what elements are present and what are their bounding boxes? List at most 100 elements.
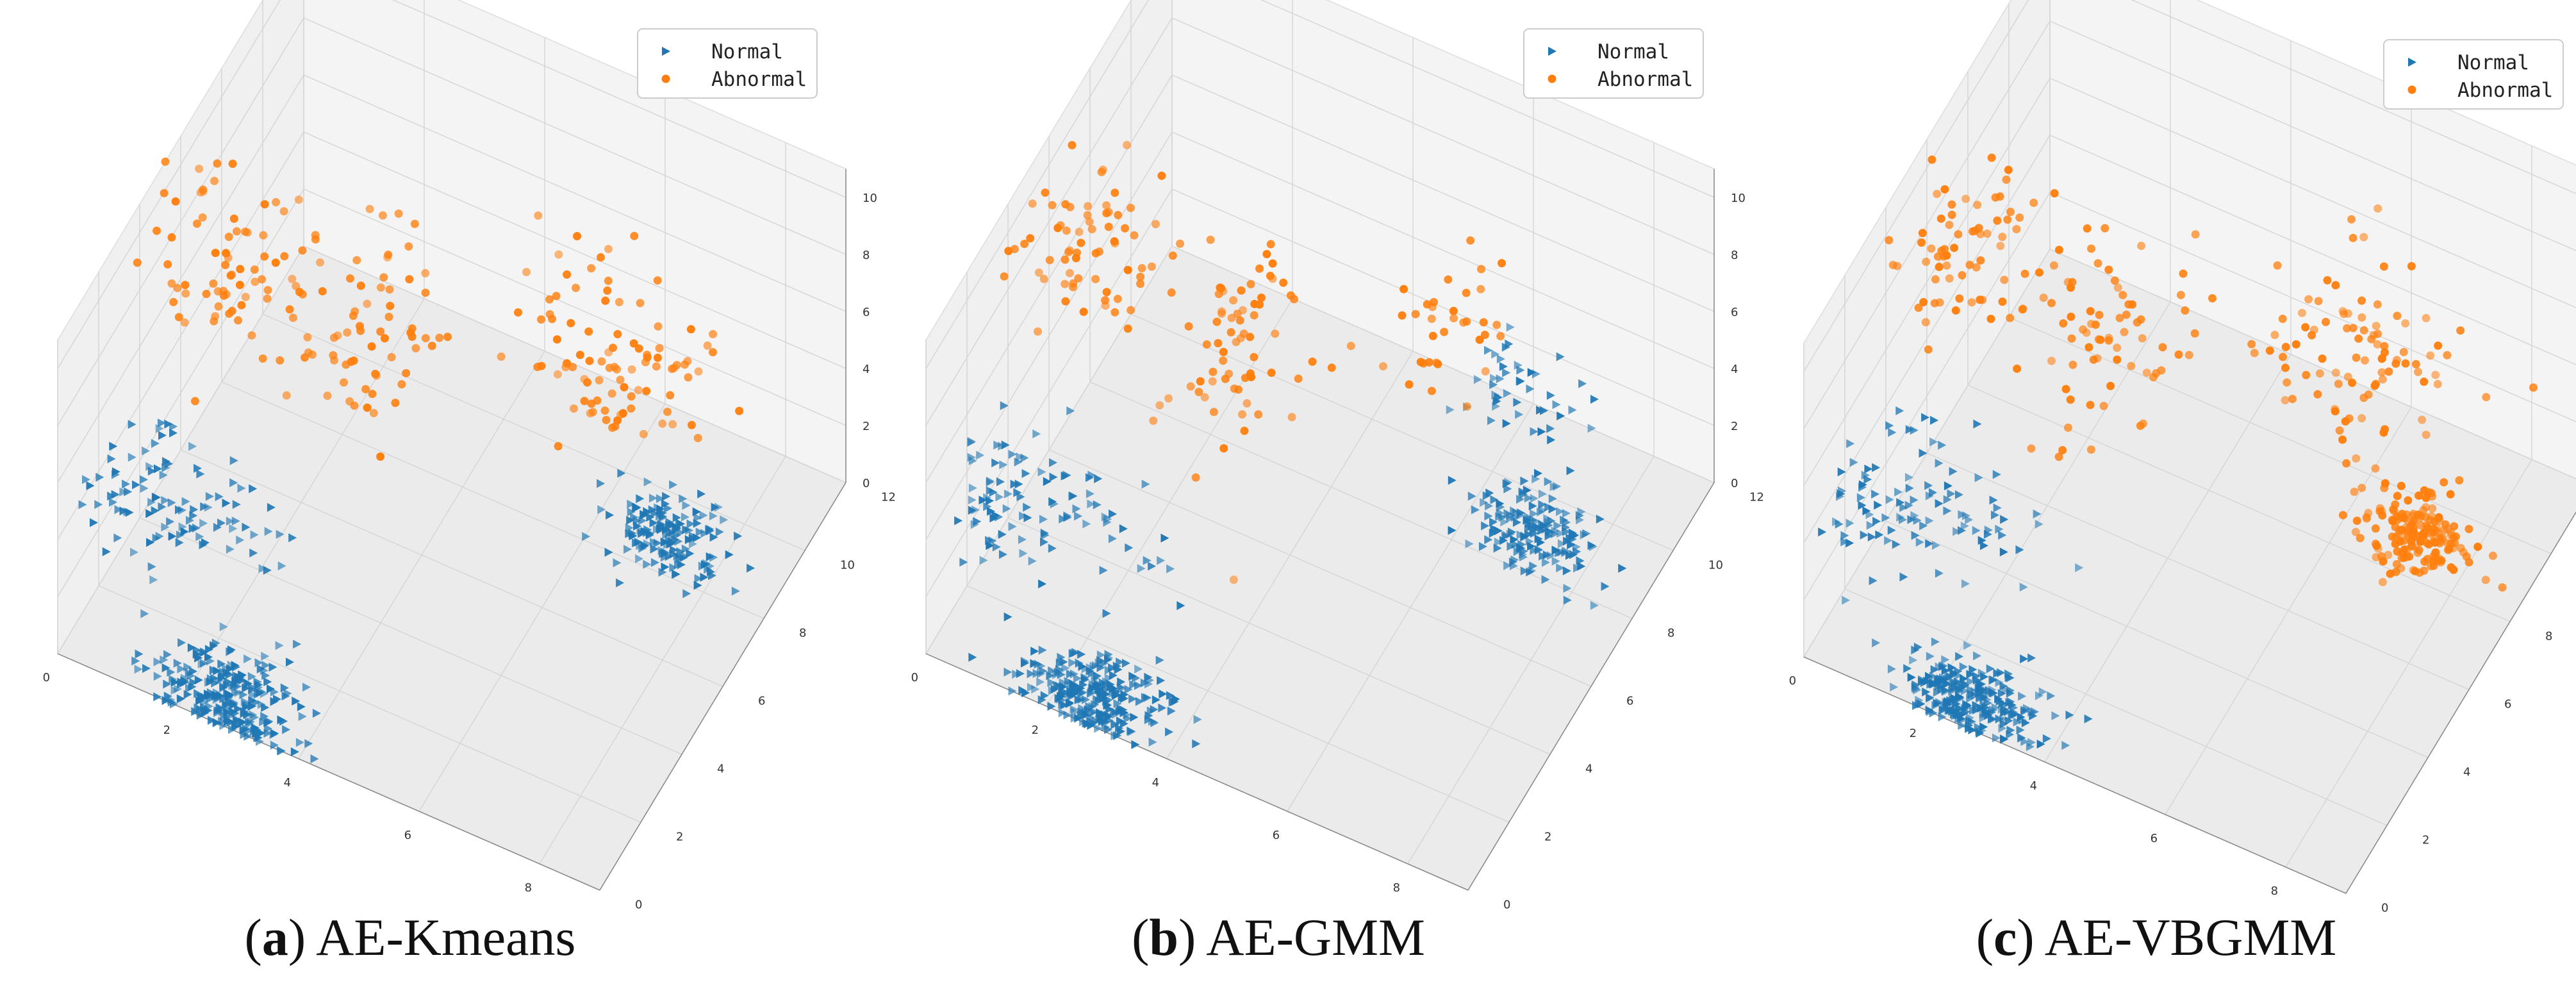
abnormal-point: [2083, 224, 2092, 233]
normal-point: [1919, 449, 1928, 458]
normal-point: [1135, 697, 1144, 706]
normal-point: [1926, 652, 1935, 661]
abnormal-point: [2124, 300, 2133, 309]
z-grid-line: [57, 245, 846, 654]
abnormal-point: [2020, 269, 2029, 278]
z-grid-line: [1803, 249, 2576, 658]
abnormal-point: [427, 342, 436, 351]
z-grid-line: [57, 74, 846, 483]
y-tick-label: 0: [1503, 898, 1510, 912]
abnormal-point: [2404, 496, 2413, 505]
normal-point: [706, 526, 714, 536]
normal-point: [625, 523, 634, 533]
normal-point: [1590, 600, 1599, 610]
normal-point: [1941, 686, 1950, 695]
normal-point: [261, 661, 270, 670]
normal-point: [213, 666, 222, 675]
abnormal-point: [586, 409, 595, 418]
normal-point: [256, 728, 265, 738]
abnormal-point: [383, 253, 392, 262]
abnormal-point: [630, 231, 639, 240]
normal-point: [1979, 541, 1988, 550]
abnormal-point: [1061, 297, 1070, 306]
normal-point: [1089, 718, 1098, 727]
normal-point: [1102, 690, 1110, 699]
abnormal-point: [1466, 236, 1475, 245]
normal-point: [134, 665, 143, 674]
abnormal-point: [643, 353, 652, 362]
normal-point: [1489, 380, 1498, 390]
abnormal-point: [1020, 240, 1029, 249]
normal-point: [213, 706, 222, 715]
normal-point: [627, 499, 636, 509]
normal-point: [1114, 665, 1123, 674]
normal-point: [1905, 483, 1914, 493]
normal-point: [129, 547, 138, 557]
abnormal-point: [653, 276, 662, 285]
abnormal-point: [2430, 517, 2439, 526]
normal-point: [1048, 543, 1057, 553]
abnormal-point: [1202, 340, 1211, 349]
normal-point: [1146, 706, 1155, 716]
abnormal-point: [2413, 510, 2422, 519]
abnormal-point: [2115, 313, 2124, 322]
normal-point: [693, 581, 702, 590]
y-tick-label: 2: [2422, 834, 2429, 847]
normal-point: [1935, 568, 1944, 578]
abnormal-point: [554, 250, 563, 259]
abnormal-point: [2015, 213, 2024, 222]
normal-point: [1933, 679, 1942, 688]
abnormal-point: [2384, 367, 2393, 376]
abnormal-point: [1940, 185, 1949, 194]
normal-point: [266, 684, 275, 693]
abnormal-point: [2374, 204, 2382, 213]
abnormal-point: [595, 376, 604, 385]
normal-point: [1938, 662, 1947, 672]
normal-point: [617, 468, 626, 478]
abnormal-point: [1931, 275, 1940, 284]
normal-point: [217, 659, 226, 668]
normal-point: [231, 516, 240, 526]
abnormal-point: [2054, 452, 2063, 461]
abnormal-point: [580, 397, 589, 406]
normal-point: [244, 654, 252, 664]
normal-point: [86, 481, 95, 490]
legend-normal-label: Normal: [1598, 40, 1669, 63]
normal-point: [1013, 488, 1022, 497]
normal-point: [1924, 672, 1933, 681]
normal-point: [1867, 532, 1876, 542]
legend-abnormal-marker: [2407, 85, 2416, 94]
caption-letter: a: [262, 908, 288, 966]
normal-point: [187, 643, 196, 652]
normal-point: [636, 494, 645, 504]
abnormal-point: [566, 319, 575, 327]
normal-point: [613, 558, 622, 568]
normal-point: [1573, 547, 1581, 556]
normal-point: [1110, 731, 1119, 740]
abnormal-point: [2348, 378, 2357, 387]
abnormal-point: [2378, 375, 2387, 384]
normal-point: [1527, 542, 1536, 551]
abnormal-point: [2446, 490, 2455, 499]
normal-point: [1066, 406, 1075, 416]
abnormal-point: [2379, 262, 2388, 271]
normal-point: [1100, 659, 1109, 668]
normal-point: [226, 517, 235, 526]
abnormal-point: [2357, 313, 2366, 322]
abnormal-point: [380, 334, 389, 343]
normal-point: [2013, 717, 2022, 727]
z-grid-line: [925, 17, 1715, 426]
normal-point: [700, 529, 709, 538]
normal-point: [1944, 481, 1953, 491]
abnormal-point: [2488, 551, 2497, 560]
normal-point: [1983, 529, 1992, 539]
normal-point: [1467, 492, 1476, 501]
y-axis-line: [2345, 511, 2576, 894]
abnormal-point: [367, 342, 376, 351]
normal-point: [661, 562, 670, 572]
normal-point: [1929, 672, 1938, 681]
normal-point: [310, 754, 319, 764]
